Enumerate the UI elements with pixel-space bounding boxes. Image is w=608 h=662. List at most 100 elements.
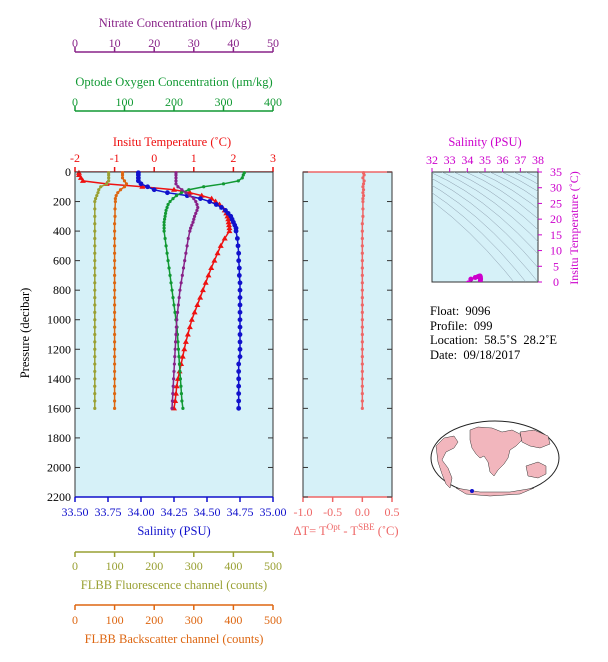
temperature-point xyxy=(208,265,215,271)
ts-point xyxy=(477,277,483,282)
temperature-point xyxy=(226,225,233,231)
world-map xyxy=(430,420,560,497)
map-antarctica-landmass xyxy=(455,487,535,497)
oxygen-point xyxy=(171,196,175,201)
temperature-tick-label: 3 xyxy=(270,151,276,165)
fluorescence-point xyxy=(93,266,97,270)
fluorescence-point xyxy=(93,236,97,241)
backscatter-point xyxy=(113,325,117,329)
salinity-point xyxy=(237,302,243,308)
fluorescence-point xyxy=(93,244,97,248)
nitrate-point xyxy=(174,182,178,186)
nitrate-point xyxy=(174,332,178,337)
backscatter-tick-label: 100 xyxy=(106,613,124,627)
nitrate-point xyxy=(171,384,175,388)
backscatter-point xyxy=(120,171,125,175)
fluorescence-point xyxy=(96,191,100,195)
nitrate-point xyxy=(174,179,178,183)
salinity-tick-label: 33.75 xyxy=(95,505,122,519)
nitrate-tick-label: 50 xyxy=(267,36,279,50)
ts-salinity-tick-label: 33 xyxy=(444,153,456,167)
fluorescence-point xyxy=(99,185,103,189)
temperature-point xyxy=(173,383,180,389)
temperature-point xyxy=(182,338,189,344)
fluorescence-point xyxy=(93,222,97,226)
backscatter-point xyxy=(113,355,117,359)
oxygen-tick-label: 300 xyxy=(215,95,233,109)
ts-density-contour xyxy=(501,172,538,192)
ts-density-contour xyxy=(465,172,538,220)
oxygen-point xyxy=(164,244,168,248)
nitrate-point xyxy=(174,325,178,329)
pressure-tick-label: 1000 xyxy=(47,313,71,327)
salinity-point xyxy=(151,187,157,193)
backscatter-point xyxy=(113,236,117,241)
delta-t-tick-label: -0.5 xyxy=(323,505,342,519)
fluorescence-point xyxy=(93,259,97,263)
oxygen-point xyxy=(176,347,181,351)
delta-t-point xyxy=(360,377,364,381)
date-text: Date: 09/18/2017 xyxy=(430,347,521,362)
delta-t-point xyxy=(362,173,366,177)
oxygen-point xyxy=(178,377,183,381)
temperature-point xyxy=(226,222,233,228)
nitrate-point xyxy=(192,196,196,201)
salinity-point xyxy=(237,309,243,315)
fluorescence-point xyxy=(93,281,97,285)
backscatter-point xyxy=(113,340,117,344)
oxygen-point xyxy=(167,266,171,270)
backscatter-tick-label: 300 xyxy=(185,613,203,627)
salinity-point xyxy=(233,228,239,234)
salinity-point xyxy=(237,280,243,286)
delta-t-point xyxy=(361,214,365,218)
fluorescence-point xyxy=(93,384,97,388)
delta-t-plot-area xyxy=(302,171,393,498)
fluorescence-point xyxy=(93,207,97,211)
ts-density-contour xyxy=(432,172,538,255)
delta-t-point xyxy=(360,399,364,403)
delta-t-point xyxy=(360,355,364,359)
ts-density-contour xyxy=(477,172,538,210)
delta-t-point xyxy=(361,182,366,186)
oxygen-point xyxy=(168,273,172,278)
nitrate-tick-label: 0 xyxy=(72,36,78,50)
ts-salinity-tick-label: 36 xyxy=(497,153,509,167)
temperature-point xyxy=(217,242,224,248)
salinity-point xyxy=(237,354,243,360)
salinity-point xyxy=(236,398,242,404)
pressure-tick-label: 1600 xyxy=(47,401,71,415)
nitrate-point xyxy=(173,340,178,344)
backscatter-point xyxy=(113,196,117,201)
fluorescence-point xyxy=(97,188,101,192)
temperature-point xyxy=(205,272,212,278)
oxygen-point xyxy=(166,202,170,207)
backscatter-point xyxy=(113,369,117,374)
ts-temperature-axis-label: Insitu Temperature (˚C) xyxy=(567,171,581,285)
nitrate-point xyxy=(196,205,200,210)
delta-t-point xyxy=(360,244,364,248)
nitrate-point xyxy=(172,369,176,374)
salinity-tick-label: 34.25 xyxy=(161,505,188,519)
main-plot-area xyxy=(74,171,274,498)
map-americas-landmass xyxy=(435,435,459,489)
salinity-axis-label: Salinity (PSU) xyxy=(137,524,210,538)
backscatter-point xyxy=(116,191,120,195)
oxygen-point xyxy=(202,185,206,189)
oxygen-point xyxy=(177,362,182,366)
ts-temperature-tick-label: 30 xyxy=(550,181,562,195)
delta-t-point xyxy=(360,229,364,233)
salinity-tick-label: 34.75 xyxy=(227,505,254,519)
oxygen-tick-label: 400 xyxy=(264,95,282,109)
ts-point xyxy=(468,276,474,282)
salinity-point xyxy=(237,287,243,293)
nitrate-tick-label: 40 xyxy=(227,36,239,50)
fluorescence-point xyxy=(93,229,97,233)
float-id-text: Float: 9096 xyxy=(430,304,491,318)
pressure-tick-label: 200 xyxy=(53,195,71,209)
backscatter-point xyxy=(113,251,117,255)
oxygen-point xyxy=(162,229,166,233)
delta-t-axis-label: ΔT= TOpt - TSBE (˚C) xyxy=(293,522,398,538)
temperature-point xyxy=(184,331,191,337)
backscatter-point xyxy=(113,214,117,218)
ts-temperature-tick-label: 35 xyxy=(550,165,562,179)
